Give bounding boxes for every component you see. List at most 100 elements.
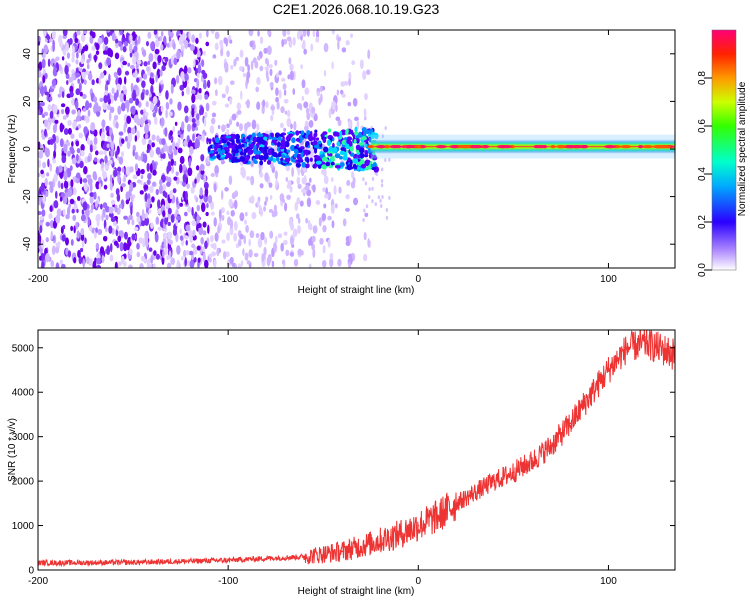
noise-speck (187, 206, 192, 213)
signal-blob (291, 137, 296, 144)
noise-speck (104, 205, 110, 213)
noise-speck (380, 183, 384, 188)
noise-speck (123, 174, 127, 183)
figure-title: C2E1.2026.068.10.19.G23 (273, 1, 440, 17)
noise-speck (302, 30, 307, 37)
noise-speck (141, 220, 146, 227)
noise-speck (132, 56, 137, 65)
noise-speck (60, 103, 66, 108)
noise-speck (204, 94, 209, 100)
signal-blob (300, 154, 304, 158)
noise-speck (61, 56, 65, 61)
snr-data-point (132, 561, 134, 564)
noise-speck (180, 71, 185, 81)
noise-speck (297, 166, 301, 176)
noise-speck (308, 238, 312, 247)
signal-blob (349, 152, 355, 157)
noise-speck (261, 253, 265, 263)
noise-speck (73, 225, 76, 234)
snr-data-point (303, 555, 306, 558)
spectrogram-marks (38, 30, 675, 268)
noise-speck (176, 245, 181, 255)
noise-speck (233, 199, 238, 210)
signal-blob (307, 134, 313, 139)
signal-blob (276, 141, 281, 148)
noise-speck (359, 59, 364, 70)
carrier-peak (603, 145, 616, 149)
noise-speck (86, 137, 90, 145)
noise-speck (147, 60, 151, 66)
noise-speck (98, 75, 102, 85)
noise-speck (97, 105, 102, 112)
noise-speck (211, 117, 216, 125)
noise-speck (291, 167, 295, 177)
noise-speck (78, 132, 84, 139)
noise-speck (42, 53, 46, 59)
noise-speck (88, 102, 92, 108)
signal-blob (305, 142, 309, 148)
noise-speck (144, 133, 149, 140)
noise-speck (47, 58, 51, 67)
noise-speck (322, 168, 327, 178)
noise-speck (181, 121, 185, 131)
noise-speck (136, 242, 140, 250)
noise-speck (121, 138, 125, 144)
noise-speck (379, 198, 382, 203)
noise-speck (146, 66, 150, 72)
noise-speck (50, 230, 54, 240)
noise-speck (95, 42, 100, 51)
noise-speck (196, 78, 200, 89)
noise-speck (60, 182, 64, 190)
noise-speck (312, 225, 318, 234)
noise-speck (324, 193, 329, 199)
carrier-peak (583, 145, 589, 149)
noise-speck (319, 85, 323, 93)
signal-blob (306, 130, 311, 136)
noise-speck (169, 190, 174, 200)
noise-speck (121, 36, 124, 45)
noise-speck (103, 36, 109, 46)
snr-data-point (645, 342, 648, 345)
noise-speck (142, 49, 147, 57)
signal-blob (314, 129, 318, 134)
noise-speck (120, 151, 124, 158)
noise-speck (118, 204, 123, 209)
noise-speck (134, 151, 139, 160)
noise-speck (68, 203, 71, 208)
noise-speck (108, 206, 114, 214)
noise-speck (172, 188, 177, 194)
noise-speck (346, 179, 351, 187)
noise-speck (63, 180, 68, 189)
noise-speck (65, 106, 70, 115)
noise-speck (256, 200, 260, 205)
noise-speck (230, 64, 234, 70)
signal-blob (252, 136, 257, 143)
noise-speck (380, 167, 384, 172)
noise-speck (80, 214, 86, 222)
noise-speck (211, 211, 215, 216)
carrier-peak (435, 145, 447, 149)
noise-speck (189, 146, 194, 155)
noise-speck (248, 30, 254, 34)
noise-speck (264, 172, 269, 182)
noise-speck (229, 80, 235, 86)
noise-speck (194, 256, 197, 263)
noise-speck (203, 79, 207, 88)
noise-speck (55, 247, 60, 254)
noise-speck (143, 61, 148, 67)
noise-speck (220, 159, 226, 165)
noise-speck (60, 108, 65, 115)
noise-speck (312, 184, 316, 193)
noise-speck (320, 93, 323, 103)
noise-speck (62, 49, 67, 56)
noise-speck (89, 192, 95, 197)
noise-speck (327, 215, 332, 221)
noise-speck (75, 100, 79, 110)
noise-speck (87, 178, 93, 185)
noise-speck (310, 43, 314, 52)
noise-speck (98, 62, 103, 70)
noise-speck (187, 67, 192, 74)
noise-speck (257, 237, 263, 248)
noise-speck (204, 111, 208, 119)
noise-speck (244, 252, 249, 261)
